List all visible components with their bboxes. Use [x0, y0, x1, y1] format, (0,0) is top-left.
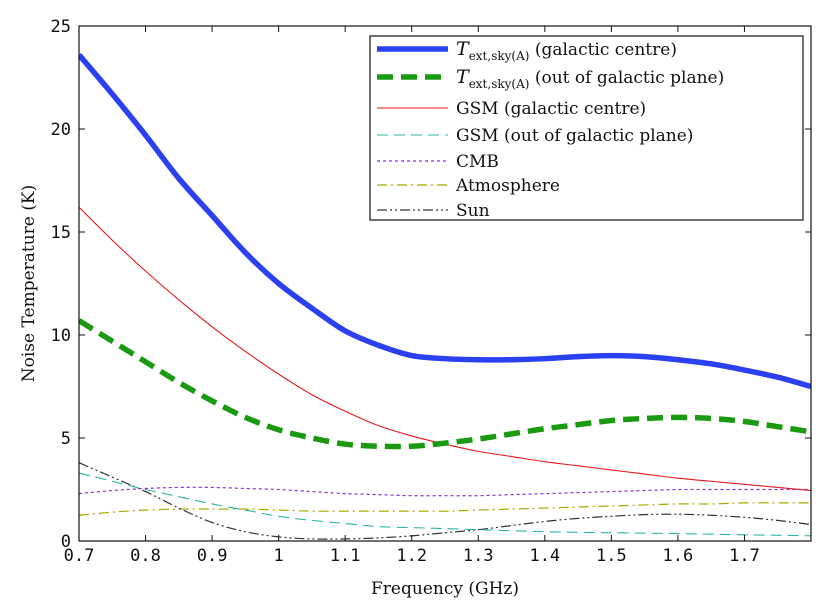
x-tick-label: 1: [274, 546, 284, 566]
series-layer: [79, 53, 811, 540]
y-tick-label: 25: [51, 17, 71, 37]
x-tick-label: 1.4: [529, 546, 560, 566]
legend-label-2: GSM (galactic centre): [456, 99, 646, 119]
x-axis-ticks: 0.7 0.8 0.9 1 1.1 1.2 1.3 1.4 1.5 1.6 1.7: [64, 26, 760, 566]
legend-box: [369, 35, 804, 221]
y-tick-label: 20: [51, 120, 71, 140]
x-tick-label: 1.2: [396, 546, 427, 566]
y-tick-label: 10: [51, 326, 71, 346]
legend-label-4: CMB: [456, 152, 499, 172]
legend-label-6: Sun: [456, 201, 490, 221]
x-tick-label: 1.6: [663, 546, 694, 566]
x-tick-label: 0.7: [64, 546, 95, 566]
legend-label-3: GSM (out of galactic plane): [456, 126, 693, 146]
legend-label-0: Text,sky(A) (galactic centre): [456, 38, 677, 63]
legend-label-5: Atmosphere: [455, 176, 560, 196]
x-tick-label: 1.1: [330, 546, 361, 566]
y-tick-label: 15: [51, 223, 71, 243]
x-tick-label: 0.9: [197, 546, 228, 566]
series-line-3: [79, 472, 811, 537]
x-tick-label: 1.3: [463, 546, 494, 566]
series-line-6: [79, 462, 811, 540]
x-tick-label: 1.7: [729, 546, 760, 566]
series-line-2: [79, 206, 811, 492]
series-line-4: [79, 486, 811, 497]
legend-label-1: Text,sky(A) (out of galactic plane): [456, 66, 724, 91]
series-line-1: [79, 318, 811, 450]
series-line-0: [79, 53, 811, 390]
legend: Text,sky(A) (galactic centre) Text,sky(A)…: [369, 35, 804, 221]
series-line-5: [79, 502, 811, 516]
y-axis-ticks: 0 5 10 15 20 25: [51, 17, 811, 552]
y-axis-label: Noise Temperature (K): [19, 185, 39, 382]
y-tick-label: 5: [61, 429, 71, 449]
x-tick-label: 1.5: [596, 546, 627, 566]
x-axis-label: Frequency (GHz): [371, 579, 519, 599]
x-tick-label: 0.8: [130, 546, 161, 566]
plot-frame: [78, 25, 812, 542]
y-tick-label: 0: [61, 532, 71, 552]
